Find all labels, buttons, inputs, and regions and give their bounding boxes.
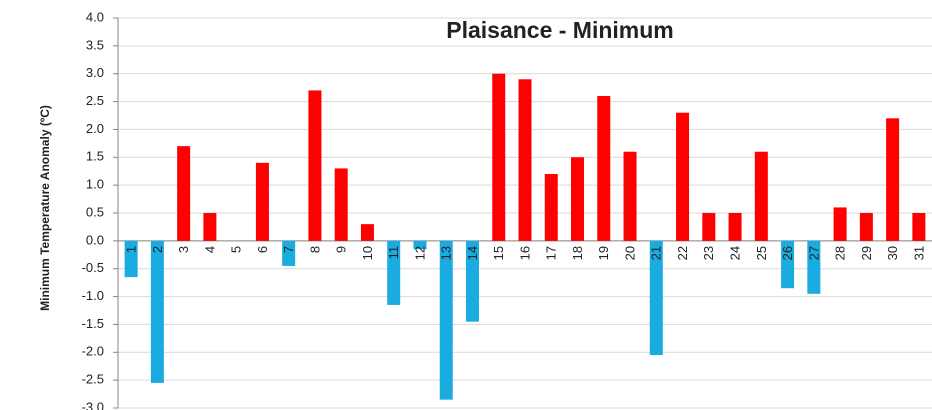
y-tick-label: 0.0 (86, 232, 104, 247)
bar (597, 96, 611, 241)
x-tick-label: 27 (806, 246, 821, 260)
y-tick-label: -1.5 (82, 316, 104, 331)
y-tick-label: -3.0 (82, 399, 104, 410)
x-tick-label: 20 (622, 246, 637, 260)
x-tick-label: 4 (202, 246, 217, 253)
x-tick-label: 24 (728, 246, 743, 260)
y-tick-label: 2.5 (86, 93, 104, 108)
y-tick-label: 0.5 (86, 204, 104, 219)
bar (886, 118, 900, 241)
y-tick-label: 1.0 (86, 177, 104, 192)
bar (124, 240, 138, 278)
bar (387, 240, 401, 305)
x-tick-label: 17 (544, 246, 559, 260)
x-tick-label: 7 (281, 246, 296, 253)
x-tick-label: 30 (885, 246, 900, 260)
x-tick-label: 22 (675, 246, 690, 260)
bar (439, 240, 453, 400)
y-tick-label: -2.0 (82, 344, 104, 359)
x-tick-label: 6 (255, 246, 270, 253)
x-tick-label: 25 (754, 246, 769, 260)
bar (702, 213, 716, 241)
x-tick-label: 1 (124, 246, 139, 253)
bar (177, 146, 191, 241)
y-tick-label: -2.5 (82, 372, 104, 387)
bar (833, 207, 847, 241)
x-tick-label: 19 (596, 246, 611, 260)
x-tick-label: 21 (649, 246, 664, 260)
chart-title: Plaisance - Minimum (446, 17, 674, 43)
bar (255, 162, 269, 241)
x-tick-label: 16 (517, 246, 532, 260)
bar (282, 240, 296, 266)
bar (492, 73, 506, 241)
bar (859, 213, 873, 241)
bar (912, 213, 926, 241)
y-tick-label: 3.0 (86, 65, 104, 80)
bar (518, 79, 532, 241)
y-axis-label: Minimum Temperature Anomaly (ºC) (38, 105, 52, 311)
bar (334, 168, 348, 241)
y-tick-label: -1.0 (82, 288, 104, 303)
bar (649, 240, 663, 356)
bar (413, 240, 427, 250)
x-tick-label: 18 (570, 246, 585, 260)
x-tick-label: 15 (491, 246, 506, 260)
y-tick-label: 2.0 (86, 121, 104, 136)
x-tick-label: 13 (439, 246, 454, 260)
x-tick-label: 14 (465, 246, 480, 260)
x-tick-label: 11 (386, 246, 401, 260)
x-tick-label: 29 (859, 246, 874, 260)
bar (203, 213, 217, 241)
y-tick-label: 4.0 (86, 9, 104, 24)
x-tick-label: 28 (833, 246, 848, 260)
bar (676, 112, 690, 241)
y-tick-label: 1.5 (86, 149, 104, 164)
x-tick-label: 31 (911, 246, 926, 260)
x-tick-label: 26 (780, 246, 795, 260)
x-tick-label: 12 (412, 246, 427, 260)
x-tick-label: 8 (307, 246, 322, 253)
bar (571, 157, 585, 241)
bar (781, 240, 795, 289)
bar (807, 240, 821, 294)
y-tick-label: -0.5 (82, 260, 104, 275)
x-tick-label: 2 (150, 246, 165, 253)
x-tick-label: 5 (229, 246, 244, 253)
bar (544, 174, 558, 241)
bar (465, 240, 479, 322)
bar (623, 151, 637, 241)
y-tick-label: 3.5 (86, 37, 104, 52)
x-tick-label: 10 (360, 246, 375, 260)
bar (308, 90, 322, 241)
bar (150, 240, 164, 383)
bar (728, 213, 742, 241)
x-tick-label: 3 (176, 246, 191, 253)
bar (360, 224, 374, 241)
bar (754, 151, 768, 241)
x-tick-label: 9 (334, 246, 349, 253)
x-tick-label: 23 (701, 246, 716, 260)
